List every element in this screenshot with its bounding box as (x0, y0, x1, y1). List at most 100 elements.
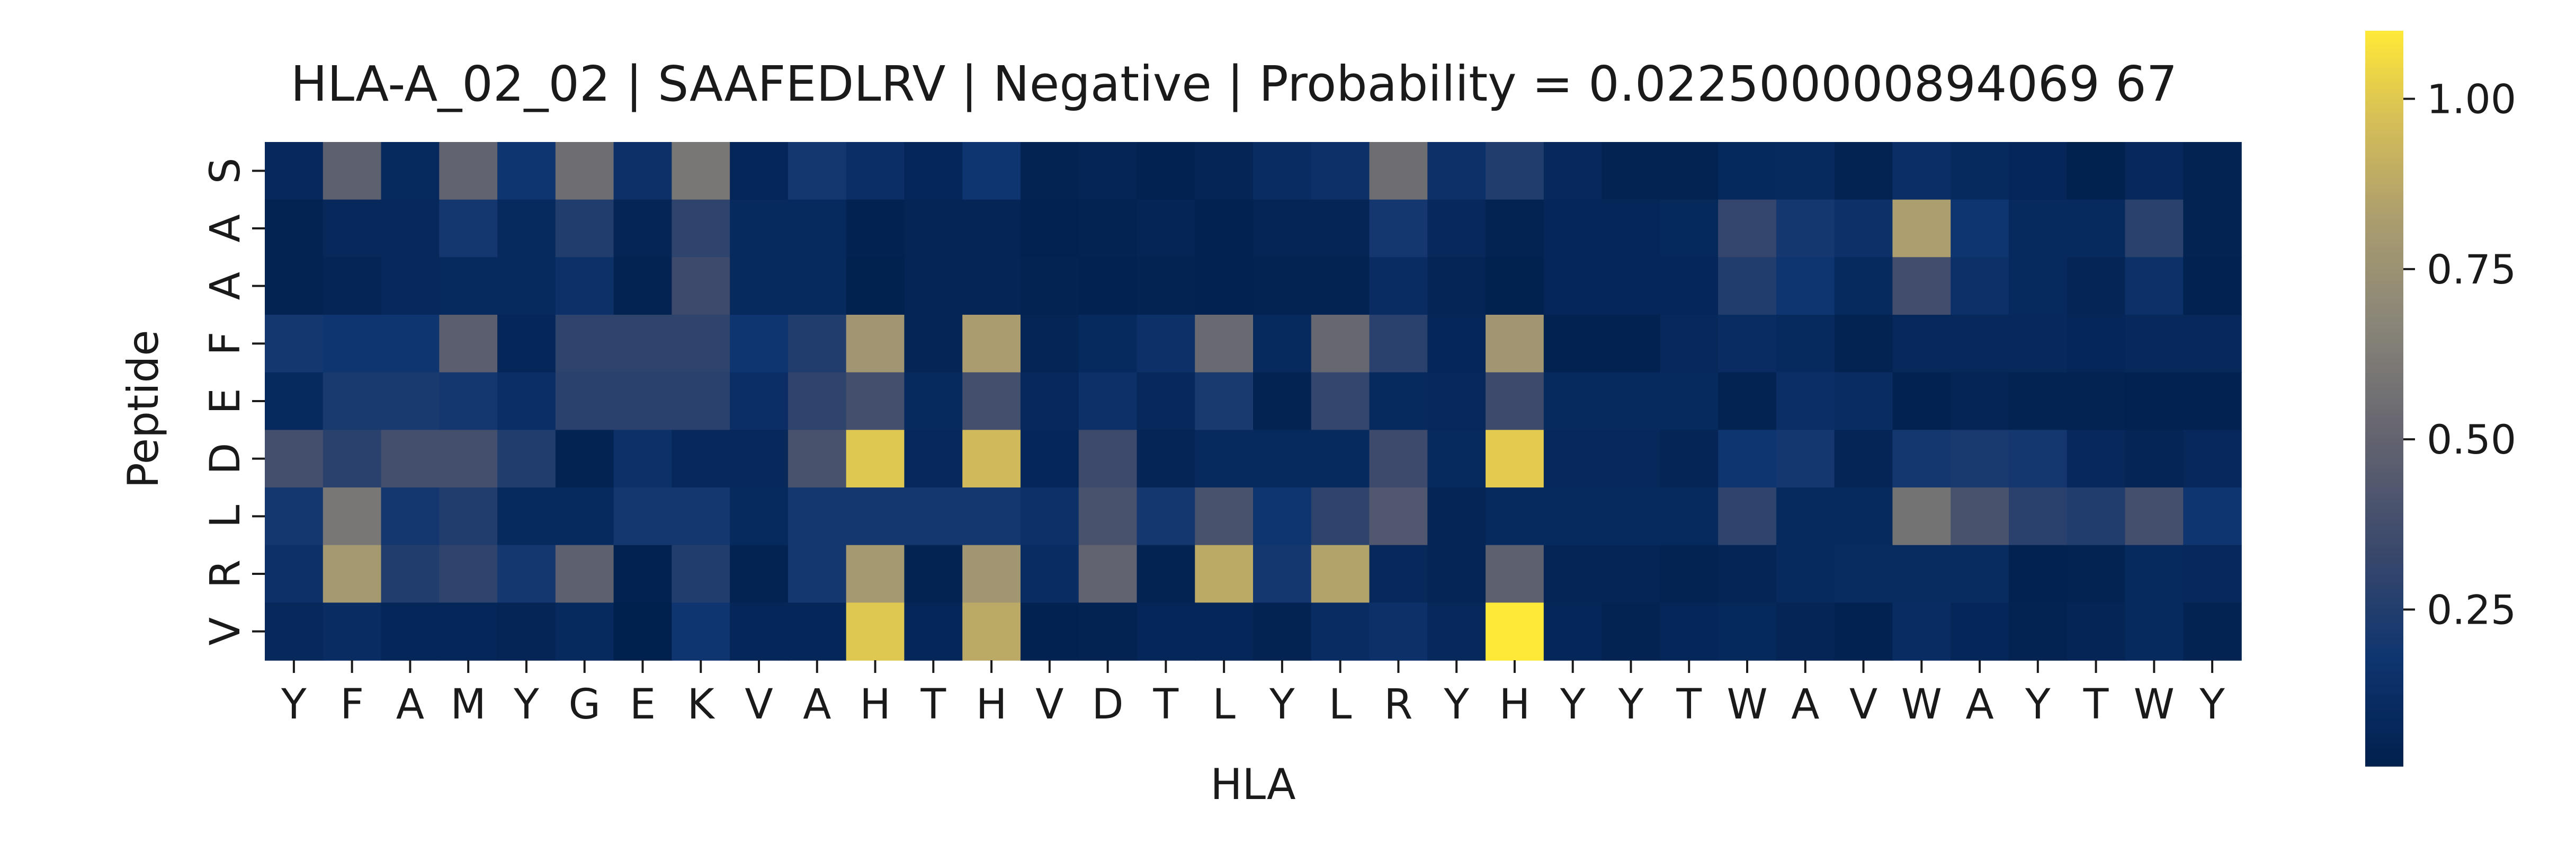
heatmap-cell-r4-c24 (1660, 372, 1719, 431)
x-tick-label: W (1901, 681, 1942, 729)
colorbar-segment (2365, 450, 2403, 454)
heatmap-cell-r5-c31 (2067, 430, 2126, 488)
x-tick-label: G (568, 681, 600, 729)
heatmap-cell-r3-c20 (1427, 315, 1486, 373)
colorbar-segment (2365, 446, 2403, 450)
heatmap-cell-r3-c33 (2183, 315, 2242, 373)
colorbar-segment (2365, 52, 2403, 57)
colorbar-segment (2365, 71, 2403, 76)
heatmap-cell-r5-c29 (1951, 430, 2009, 488)
x-tick-label: H (1499, 681, 1531, 729)
heatmap-cell-r7-c1 (323, 545, 382, 604)
colorbar-segment (2365, 38, 2403, 42)
heatmap-cell-r6-c11 (904, 487, 963, 546)
colorbar-segment (2365, 762, 2403, 767)
y-tick-label: F (202, 332, 249, 356)
colorbar-segment (2365, 104, 2403, 109)
heatmap-cell-r6-c5 (555, 487, 614, 546)
colorbar-segment (2365, 369, 2403, 374)
heatmap-cell-r0-c15 (1137, 142, 1196, 200)
heatmap-cell-r6-c10 (846, 487, 905, 546)
heatmap-cell-r0-c26 (1776, 142, 1835, 200)
heatmap-cell-r2-c4 (497, 257, 556, 315)
heatmap-cell-r2-c11 (904, 257, 963, 315)
x-tick-label: E (630, 681, 656, 729)
colorbar-segment (2365, 137, 2403, 141)
colorbar-segment (2365, 431, 2403, 436)
heatmap-cell-r0-c30 (2008, 142, 2068, 200)
heatmap-cell-r0-c4 (497, 142, 556, 200)
colorbar-segment (2365, 196, 2403, 201)
heatmap-cell-r4-c5 (555, 372, 614, 431)
x-tick-label: T (920, 681, 946, 729)
heatmap-cell-r1-c3 (439, 199, 498, 258)
colorbar-segment (2365, 428, 2403, 432)
heatmap-cell-r2-c7 (672, 257, 730, 315)
colorbar-segment (2365, 376, 2403, 381)
heatmap-cell-r0-c21 (1486, 142, 1544, 200)
heatmap-cell-r4-c21 (1486, 372, 1544, 431)
heatmap-cell-r7-c5 (555, 545, 614, 604)
heatmap-cell-r8-c15 (1137, 602, 1196, 661)
x-tick-label: F (340, 681, 364, 729)
colorbar-segment (2365, 556, 2403, 561)
heatmap-cell-r0-c13 (1020, 142, 1079, 200)
colorbar-segment (2365, 670, 2403, 675)
heatmap-cell-r4-c16 (1195, 372, 1254, 431)
heatmap-cell-r3-c2 (381, 315, 440, 373)
colorbar-segment (2365, 593, 2403, 598)
heatmap-cell-r8-c30 (2008, 602, 2068, 661)
heatmap-cell-r8-c0 (265, 602, 324, 661)
heatmap-cell-r1-c18 (1311, 199, 1370, 258)
colorbar-segment (2365, 225, 2403, 230)
heatmap-cell-r1-c22 (1543, 199, 1603, 258)
colorbar-segment (2365, 134, 2403, 138)
heatmap-cell-r7-c28 (1892, 545, 1951, 604)
x-tick-label: V (1849, 681, 1877, 729)
colorbar-segment (2365, 579, 2403, 583)
colorbar-segment (2365, 145, 2403, 149)
x-tick-label: Y (513, 681, 539, 729)
heatmap-cell-r3-c8 (730, 315, 789, 373)
heatmap-cell-r7-c2 (381, 545, 440, 604)
heatmap-cell-r1-c25 (1718, 199, 1777, 258)
colorbar-segment (2365, 361, 2403, 366)
colorbar-segment (2365, 600, 2403, 605)
x-tick-label: A (396, 681, 424, 729)
heatmap-cell-r2-c15 (1137, 257, 1196, 315)
heatmap-cell-r1-c12 (962, 199, 1021, 258)
heatmap-cell-r2-c23 (1602, 257, 1661, 315)
heatmap-cell-r0-c31 (2067, 142, 2126, 200)
heatmap-cell-r4-c10 (846, 372, 905, 431)
colorbar-segment (2365, 501, 2403, 506)
heatmap-cell-r7-c27 (1834, 545, 1893, 604)
heatmap-cell-r8-c26 (1776, 602, 1835, 661)
heatmap-cell-r3-c19 (1369, 315, 1428, 373)
heatmap-cell-r6-c6 (613, 487, 673, 546)
heatmap-cell-r5-c15 (1137, 430, 1196, 488)
colorbar-segment (2365, 93, 2403, 97)
heatmap-cell-r3-c18 (1311, 315, 1370, 373)
colorbar-segment (2365, 641, 2403, 645)
heatmap-cell-r7-c0 (265, 545, 324, 604)
heatmap-cell-r5-c19 (1369, 430, 1428, 488)
heatmap-cell-r2-c20 (1427, 257, 1486, 315)
colorbar-segment (2365, 284, 2403, 289)
heatmap-cell-r1-c15 (1137, 199, 1196, 258)
heatmap-cell-r4-c29 (1951, 372, 2009, 431)
heatmap-cell-r3-c7 (672, 315, 730, 373)
colorbar-segment (2365, 409, 2403, 414)
heatmap-cell-r8-c28 (1892, 602, 1951, 661)
x-tick-label: H (860, 681, 891, 729)
heatmap-cell-r1-c24 (1660, 199, 1719, 258)
heatmap-cell-r8-c6 (613, 602, 673, 661)
heatmap-cell-r2-c26 (1776, 257, 1835, 315)
colorbar-segment (2365, 96, 2403, 101)
heatmap-cell-r3-c21 (1486, 315, 1544, 373)
colorbar-segment (2365, 634, 2403, 638)
colorbar-segment (2365, 644, 2403, 649)
heatmap-cell-r7-c12 (962, 545, 1021, 604)
heatmap-cell-r6-c20 (1427, 487, 1486, 546)
heatmap-cell-r2-c8 (730, 257, 789, 315)
heatmap-cell-r7-c14 (1078, 545, 1138, 604)
